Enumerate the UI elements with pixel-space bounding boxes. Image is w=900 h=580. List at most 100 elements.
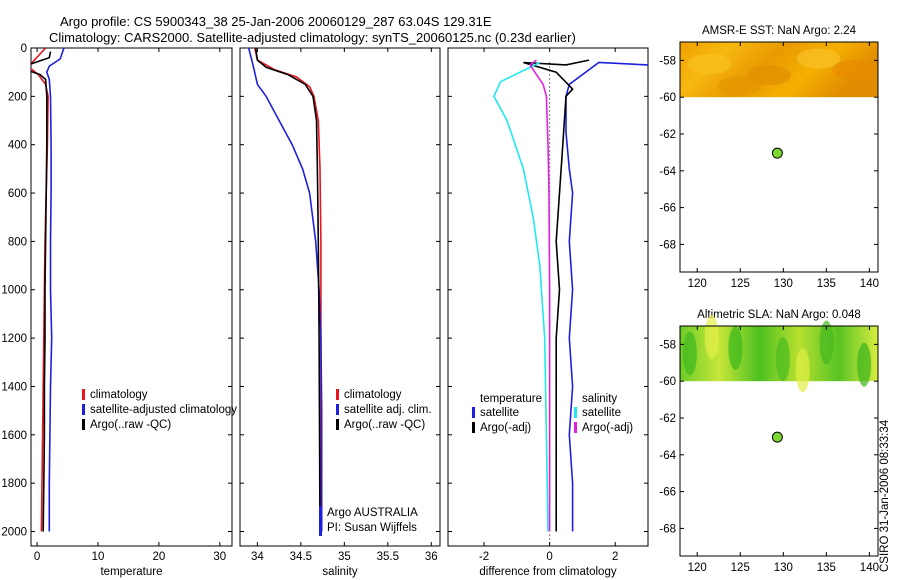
series-line-climatology: [254, 48, 322, 532]
y-tick-label: -64: [659, 450, 676, 462]
plot-frame: [447, 47, 649, 547]
field-texture: [747, 65, 792, 86]
x-axis-label: difference from climatology: [479, 566, 616, 578]
series-line-argo-raw-qc-: [254, 48, 321, 532]
field-texture: [857, 342, 872, 387]
salinity-panel: 34 34.5 35 35.5 36 salinity climatology satelli…: [239, 47, 441, 578]
field-texture: [832, 59, 877, 80]
legend-swatch: [82, 404, 85, 415]
annotation-pi: PI: Susan Wijffels: [327, 522, 417, 534]
x-tick-label: 135: [817, 278, 836, 290]
legend-label: satellite: [480, 407, 519, 419]
series-line-salinity-argo-adj-: [528, 59, 551, 532]
series-line-temperature-satellite: [565, 61, 648, 532]
series-line-satellite-adj-clim-: [247, 48, 323, 532]
y-tick-label: 400: [8, 140, 27, 152]
x-tick-label: 125: [731, 278, 750, 290]
legend-swatch: [336, 389, 339, 400]
x-tick-label: 10: [92, 551, 105, 563]
field-texture: [717, 76, 762, 97]
map-title: AMSR-E SST: NaN Argo: 2.24: [702, 25, 857, 37]
legend-swatch: [82, 389, 85, 400]
x-tick-label: 0: [34, 551, 40, 563]
annotation-argo: Argo AUSTRALIA: [327, 507, 418, 519]
y-tick-label: 1800: [1, 478, 27, 490]
legend-swatch: [574, 407, 577, 418]
temperature-panel: 0 10 20 30 0 200 400 600 800 1000 1200 1400 1600 1800…: [1, 43, 237, 578]
y-tick-label: -68: [659, 239, 676, 251]
x-axis-label: salinity: [322, 566, 357, 578]
plot-frame: [30, 47, 233, 547]
series-line-temperature-argo-adj-: [523, 59, 590, 532]
sst-map-panel: AMSR-E SST: NaN Argo: 2.24 120 125 130 135 14…: [659, 25, 879, 290]
legend-label: Argo(..raw -QC): [344, 419, 425, 431]
field-texture: [795, 348, 810, 393]
y-tick-label: 600: [8, 188, 27, 200]
vertical-timestamp: CSIRO 31-Jan-2006 08:33:34: [879, 419, 891, 572]
figure-title-line2: Climatology: CARS2000. Satellite-adjuste…: [49, 30, 576, 45]
argo-location-marker: [771, 147, 783, 159]
field-texture: [704, 315, 719, 360]
y-tick-label: -64: [659, 166, 676, 178]
legend-group-title: salinity: [582, 393, 617, 405]
y-tick-label: -68: [659, 523, 676, 535]
x-tick-label: 120: [688, 562, 707, 574]
y-tick-label: 1400: [1, 381, 27, 393]
legend-swatch: [472, 407, 475, 418]
x-tick-label: 20: [153, 551, 166, 563]
sla-map-panel: Altimetric SLA: NaN Argo: 0.048 120 125 130…: [659, 309, 879, 574]
y-tick-label: -66: [659, 203, 676, 215]
legend-label: Argo(..raw -QC): [90, 419, 171, 431]
map-title: Altimetric SLA: NaN Argo: 0.048: [697, 309, 861, 321]
y-tick-label: 1000: [1, 285, 27, 297]
field-texture: [728, 326, 743, 371]
legend-label: satellite-adjusted climatology: [90, 404, 237, 416]
legend-label: Argo(-adj): [480, 422, 531, 434]
y-tick-label: 1200: [1, 333, 27, 345]
annotation-marker: [319, 506, 322, 536]
x-tick-label: 130: [774, 562, 793, 574]
series-line-satellite-adjusted-climatology: [45, 48, 65, 532]
field-texture: [682, 331, 697, 376]
x-tick-label: 35: [338, 551, 351, 563]
legend-swatch: [472, 422, 475, 433]
y-tick-label: 2000: [1, 526, 27, 538]
x-tick-label: 140: [860, 562, 879, 574]
plot-frame: [239, 47, 441, 547]
y-tick-label: 200: [8, 91, 27, 103]
y-tick-label: 0: [21, 43, 27, 55]
series-line-argo-raw-qc-: [31, 51, 52, 532]
x-tick-label: 34: [251, 551, 264, 563]
x-tick-label: 30: [213, 551, 226, 563]
difference-panel: -2 0 2 difference from climatology temperatu…: [447, 47, 649, 578]
x-tick-label: 36: [425, 551, 438, 563]
field-texture: [775, 337, 790, 382]
legend-label: climatology: [90, 389, 148, 401]
map-frame: [679, 41, 879, 273]
x-tick-label: -2: [479, 551, 489, 563]
legend-group-title: temperature: [480, 393, 542, 405]
legend-label: climatology: [344, 389, 402, 401]
y-tick-label: -58: [659, 339, 676, 351]
series-line-salinity-satellite: [493, 61, 549, 532]
y-tick-label: -66: [659, 487, 676, 499]
y-tick-label: -60: [659, 376, 676, 388]
figure-title-line1: Argo profile: CS 5900343_38 25-Jan-2006 …: [60, 14, 492, 29]
x-tick-label: 2: [612, 551, 618, 563]
x-tick-label: 120: [688, 278, 707, 290]
y-tick-label: -60: [659, 92, 676, 104]
y-tick-label: -58: [659, 55, 676, 67]
x-tick-label: 34.5: [290, 551, 312, 563]
x-tick-label: 135: [817, 562, 836, 574]
legend-swatch: [574, 422, 577, 433]
legend-label: satellite: [582, 407, 621, 419]
argo-location-marker: [771, 431, 783, 443]
legend-swatch: [82, 419, 85, 430]
field-texture: [796, 48, 841, 69]
x-tick-label: 0: [546, 551, 552, 563]
legend-label: satellite adj. clim.: [344, 404, 432, 416]
x-axis-label: temperature: [100, 566, 162, 578]
y-tick-label: -62: [659, 129, 676, 141]
field-texture: [687, 54, 732, 75]
